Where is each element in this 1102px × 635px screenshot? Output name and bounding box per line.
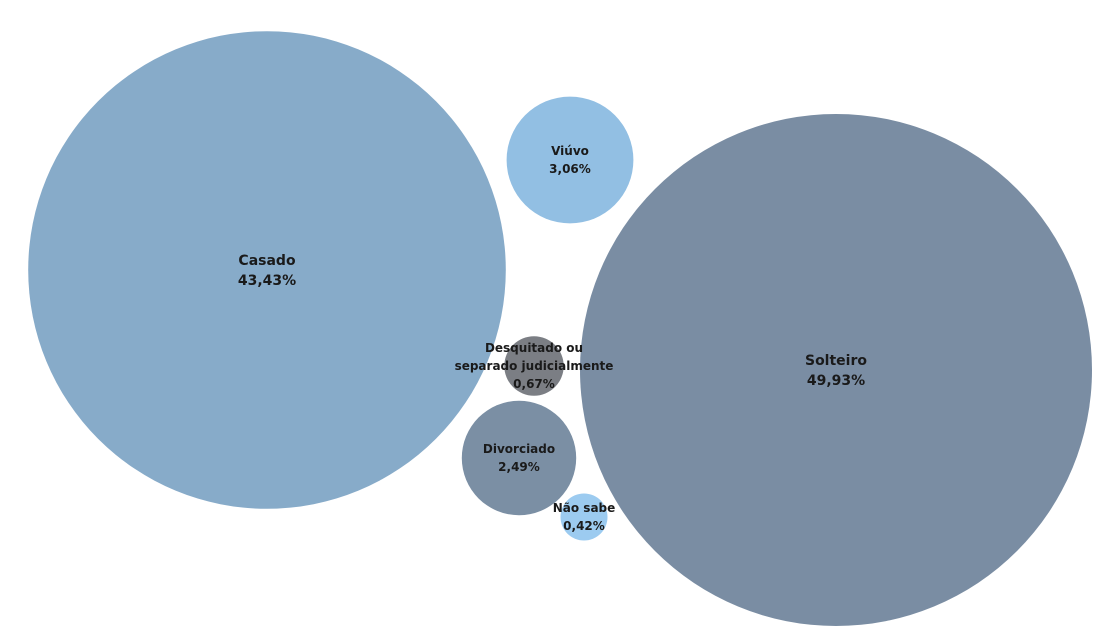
bubble-divorciado-name-label: Divorciado xyxy=(483,442,555,456)
bubble-nao-sabe xyxy=(560,493,608,541)
bubble-casado xyxy=(28,31,506,509)
bubble-solteiro-name-label: Solteiro xyxy=(805,353,867,369)
bubble-casado-name-label: Casado xyxy=(238,253,296,269)
bubble-viuvo-value-label: 3,06% xyxy=(549,162,591,176)
bubble-divorciado-value-label: 2,49% xyxy=(498,460,540,474)
bubble-nao-sabe-value-label: 0,42% xyxy=(563,519,605,533)
bubble-solteiro-value-label: 49,93% xyxy=(807,373,865,389)
bubble-casado-value-label: 43,43% xyxy=(238,273,296,289)
bubble-desquitado xyxy=(504,336,564,396)
bubble-desquitado-value-label: 0,67% xyxy=(513,377,555,391)
bubble-viuvo-name-label: Viúvo xyxy=(551,144,589,158)
bubble-solteiro xyxy=(580,114,1092,626)
bubble-desquitado-name-label: Desquitado ou separado judicialmente xyxy=(455,341,614,373)
bubble-nao-sabe-name-label: Não sabe xyxy=(553,501,616,515)
bubble-divorciado xyxy=(461,400,577,516)
bubble-viuvo xyxy=(506,96,634,224)
